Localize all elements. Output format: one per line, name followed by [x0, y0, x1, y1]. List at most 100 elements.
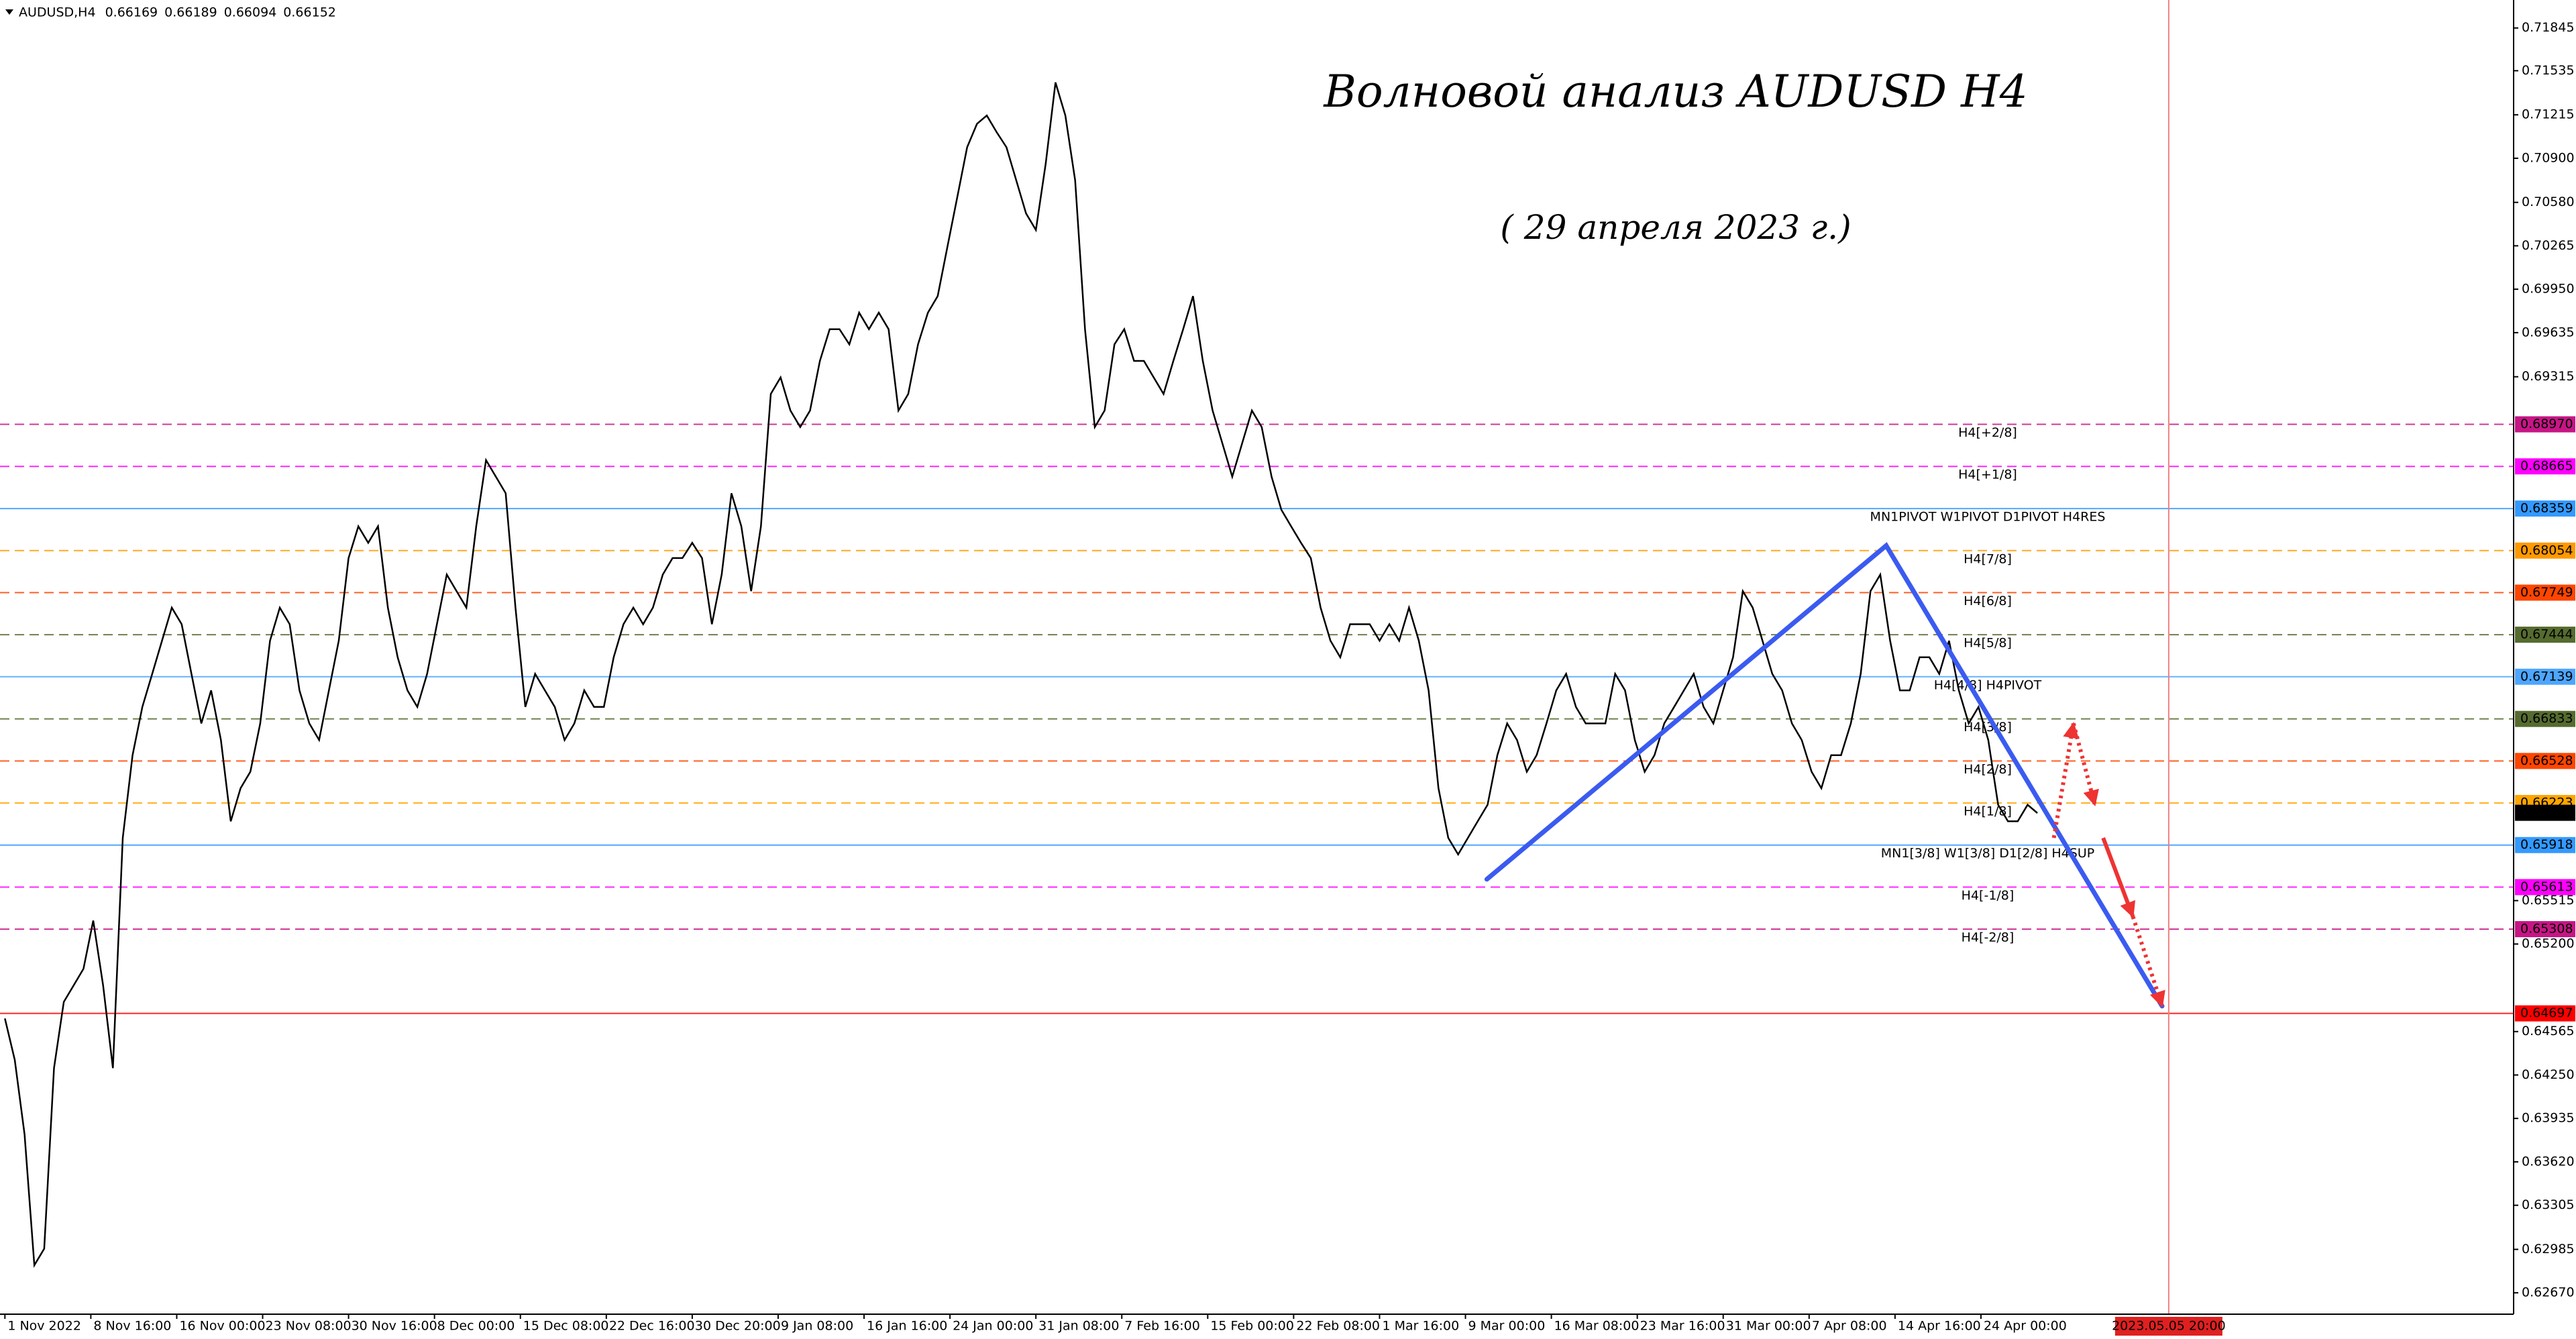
x-tick-label: 7 Feb 16:00	[1124, 1319, 1200, 1334]
level-tag-label: 0.66833	[2520, 711, 2573, 726]
x-tick-label: 22 Dec 16:00	[609, 1319, 695, 1334]
level-tag-label: 0.65613	[2520, 879, 2573, 894]
x-tick-label: 15 Feb 00:00	[1210, 1319, 1294, 1334]
level-name: H4[2/8]	[1964, 762, 2012, 777]
y-tick-label: 0.63935	[2522, 1111, 2575, 1126]
x-tick-label: 9 Jan 08:00	[781, 1319, 853, 1334]
x-tick-label: 1 Nov 2022	[7, 1319, 81, 1334]
level-name: MN1PIVOT W1PIVOT D1PIVOT H4RES	[1870, 510, 2106, 525]
chart-title: Волновой анализ AUDUSD H4	[1323, 66, 2027, 117]
level-name: H4[-1/8]	[1962, 888, 2015, 903]
level-tag	[2515, 584, 2575, 601]
x-tick-label: 7 Apr 08:00	[1812, 1319, 1887, 1334]
x-tick-label: 22 Feb 08:00	[1296, 1319, 1380, 1334]
y-tick-label: 0.71845	[2522, 20, 2575, 35]
x-tick-label: 30 Dec 20:00	[695, 1319, 781, 1334]
level-tag-label: 0.67444	[2520, 627, 2573, 642]
level-name: H4[6/8]	[1964, 594, 2012, 608]
level-name: H4[+2/8]	[1958, 425, 2017, 440]
y-tick-label: 0.70265	[2522, 238, 2575, 253]
y-tick-label: 0.70580	[2522, 195, 2575, 209]
level-tag-label: 0.65308	[2520, 922, 2573, 936]
level-tag	[2515, 416, 2575, 433]
y-tick-label: 0.64565	[2522, 1024, 2575, 1038]
level-tag-label: 0.67139	[2520, 669, 2573, 684]
y-tick-label: 0.63620	[2522, 1154, 2575, 1169]
y-tick-label: 0.70900	[2522, 150, 2575, 165]
time-marker-label: 2023.05.05 20:00	[2112, 1319, 2226, 1334]
level-tag-label: 0.64697	[2520, 1006, 2573, 1020]
y-tick-label: 0.65515	[2522, 893, 2575, 908]
quote-value: 0.66169	[105, 5, 158, 20]
level-tag-label: 0.65918	[2520, 837, 2573, 852]
level-name: MN1[3/8] W1[3/8] D1[2/8] H4SUP	[1881, 846, 2094, 861]
last-price-tag	[2515, 804, 2575, 821]
forecast-arrow	[2101, 837, 2136, 918]
y-tick-label: 0.71535	[2522, 63, 2575, 78]
x-tick-label: 24 Jan 00:00	[953, 1319, 1033, 1334]
y-tick-label: 0.63305	[2522, 1197, 2575, 1212]
level-tag-label: 0.66528	[2520, 753, 2573, 768]
x-tick-label: 9 Mar 00:00	[1468, 1319, 1546, 1334]
y-tick-label: 0.64250	[2522, 1067, 2575, 1082]
price-line	[4, 82, 2038, 1269]
level-name: H4[5/8]	[1964, 636, 2012, 651]
level-tag	[2515, 837, 2575, 853]
level-tag	[2515, 879, 2575, 896]
x-tick-label: 23 Nov 08:00	[266, 1319, 352, 1334]
wave-line	[1484, 542, 2165, 1009]
y-tick-label: 0.69315	[2522, 369, 2575, 384]
quote-value: 0.66152	[283, 5, 336, 20]
last-price-label: 0.66152	[2520, 805, 2573, 820]
level-tag	[2515, 753, 2575, 769]
y-tick-label: 0.62670	[2522, 1285, 2575, 1300]
x-tick-label: 14 Apr 16:00	[1898, 1319, 1981, 1334]
level-name: H4[+1/8]	[1958, 468, 2017, 482]
level-name: H4[7/8]	[1964, 551, 2012, 566]
level-tag	[2515, 458, 2575, 475]
x-tick-label: 8 Nov 16:00	[93, 1319, 171, 1334]
x-tick-label: 30 Nov 16:00	[352, 1319, 437, 1334]
y-tick-label: 0.62985	[2522, 1242, 2575, 1256]
level-tag	[2515, 627, 2575, 643]
level-tag	[2515, 668, 2575, 685]
quote-value: 0.66094	[224, 5, 277, 20]
plot-area: H4[+2/8] H4[+1/8] MN1PIVOT W1PIVOT D1PIVOT…	[0, 0, 2514, 1314]
level-tag-label: 0.67749	[2520, 585, 2573, 600]
level-tag-label: 0.68970	[2520, 417, 2573, 431]
level-name: H4[3/8]	[1964, 720, 2012, 735]
forecast-arrow	[2131, 916, 2165, 1008]
x-tick-label: 24 Apr 00:00	[1984, 1319, 2067, 1334]
quote-value: 0.66189	[164, 5, 217, 20]
x-tick-label: 16 Nov 00:00	[179, 1319, 265, 1334]
level-tag-label: 0.68665	[2520, 459, 2573, 474]
time-marker-tag	[2114, 1317, 2222, 1336]
level-tag	[2515, 1005, 2575, 1022]
x-tick-label: 8 Dec 00:00	[437, 1319, 515, 1334]
y-tick-label: 0.65200	[2522, 936, 2575, 951]
forecast-arrow	[2072, 722, 2099, 807]
chart-subtitle: ( 29 апреля 2023 г.)	[1500, 208, 1851, 247]
menu-arrow	[5, 9, 13, 15]
y-tick-label: 0.69635	[2522, 325, 2575, 339]
level-tag	[2515, 500, 2575, 517]
y-tick-label: 0.69950	[2522, 282, 2575, 297]
level-name: H4[4/8] H4PIVOT	[1934, 678, 2042, 692]
level-name: H4[-2/8]	[1962, 930, 2015, 945]
x-tick-label: 31 Jan 08:00	[1038, 1319, 1119, 1334]
level-tag-label: 0.68054	[2520, 543, 2573, 557]
x-tick-label: 1 Mar 16:00	[1382, 1319, 1459, 1334]
level-tag	[2515, 921, 2575, 938]
x-tick-label: 15 Dec 08:00	[523, 1319, 609, 1334]
x-tick-label: 23 Mar 16:00	[1640, 1319, 1725, 1334]
y-tick-label: 0.71215	[2522, 107, 2575, 122]
level-tag	[2515, 542, 2575, 559]
level-tag-label: 0.68359	[2520, 501, 2573, 516]
level-tag	[2515, 710, 2575, 727]
x-tick-label: 16 Jan 16:00	[867, 1319, 947, 1334]
x-tick-label: 16 Mar 08:00	[1554, 1319, 1640, 1334]
x-tick-label: 31 Mar 00:00	[1726, 1319, 1811, 1334]
symbol: AUDUSD,H4	[19, 5, 96, 20]
